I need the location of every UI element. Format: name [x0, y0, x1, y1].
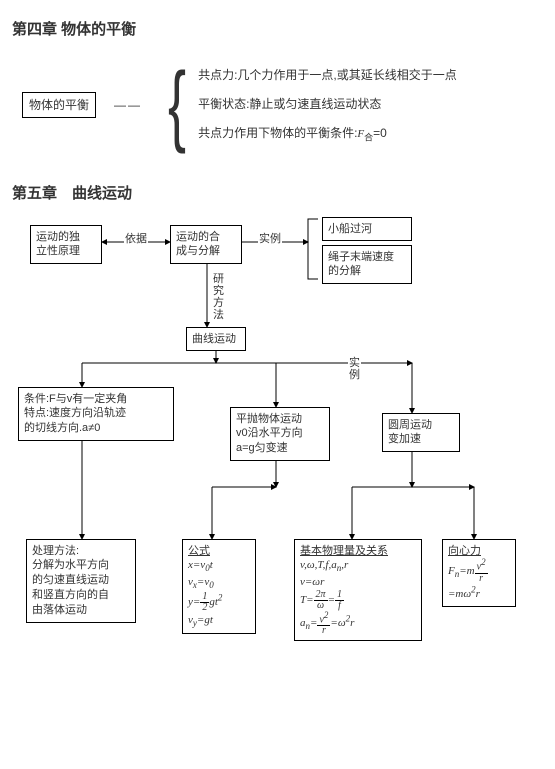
label-shili: 实例 [258, 230, 282, 246]
node-indep: 运动的独立性原理 [30, 225, 102, 265]
node-basics: 基本物理量及关系v,ω,T,f,an,rv=ωrT=2πω=1fan=v2r=ω… [294, 539, 422, 641]
label-yanjiu: 研究方法 [212, 273, 225, 321]
node-synth: 运动的合成与分解 [170, 225, 242, 265]
chapter5-diagram: 运动的独立性原理 运动的合成与分解 小船过河 绳子末端速度的分解 曲线运动 条件… [12, 217, 542, 677]
node-proj: 平抛物体运动v0沿水平方向a=g匀变速 [230, 407, 330, 462]
node-formula: 公式x=v0tvx=v0y=12gt2vy=gt [182, 539, 256, 634]
node-circ: 圆周运动变加速 [382, 413, 460, 453]
ch4-root-box: 物体的平衡 [22, 92, 96, 118]
ch4-brace-items: 共点力:几个力作用于一点,或其延长线相交于一点 平衡状态:静止或匀速直线运动状态… [198, 55, 457, 156]
brace-icon: { [168, 60, 186, 150]
ch4-item-0: 共点力:几个力作用于一点,或其延长线相交于一点 [198, 67, 457, 84]
chapter4-diagram: 物体的平衡 —— { 共点力:几个力作用于一点,或其延长线相交于一点 平衡状态:… [22, 55, 543, 156]
ch4-dash: —— [114, 98, 142, 112]
node-rope: 绳子末端速度的分解 [322, 245, 412, 285]
chapter5-title: 第五章 曲线运动 [12, 182, 543, 203]
ch4-item-1: 平衡状态:静止或匀速直线运动状态 [198, 96, 457, 113]
node-boat: 小船过河 [322, 217, 412, 242]
node-cond: 条件:F与v有一定夹角特点:速度方向沿轨迹的切线方向.a≠0 [18, 387, 174, 442]
label-yiju: 依据 [124, 230, 148, 246]
node-curve: 曲线运动 [186, 327, 246, 352]
label-shili2: 实例 [348, 357, 361, 381]
node-method: 处理方法:分解为水平方向的匀速直线运动和竖直方向的自由落体运动 [26, 539, 136, 623]
chapter4-title: 第四章 物体的平衡 [12, 18, 543, 39]
node-centrip: 向心力Fn=mv2r=mω2r [442, 539, 516, 608]
ch4-item-2: 共点力作用下物体的平衡条件:F合=0 [198, 125, 457, 144]
